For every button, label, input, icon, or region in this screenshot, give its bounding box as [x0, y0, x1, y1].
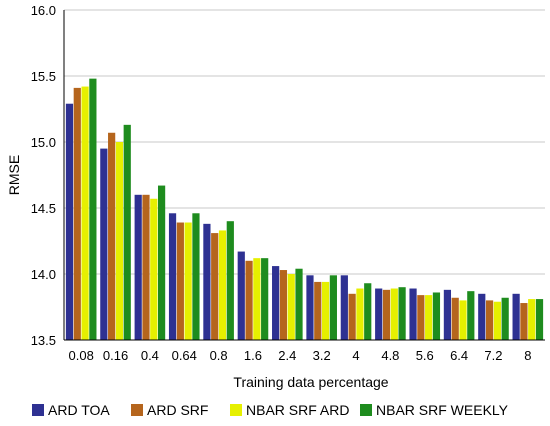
- bar: [425, 295, 433, 340]
- bar: [253, 258, 261, 340]
- bar: [295, 268, 303, 340]
- bar: [245, 260, 253, 340]
- bar: [329, 275, 337, 340]
- x-tick-label: 3.2: [313, 348, 331, 363]
- legend-label: ARD TOA: [48, 402, 110, 418]
- bar: [237, 251, 245, 340]
- bar: [73, 87, 81, 340]
- y-tick-label: 14.0: [31, 267, 56, 282]
- bar: [108, 132, 116, 340]
- x-tick-label: 0.16: [103, 348, 128, 363]
- axes: [63, 10, 545, 341]
- x-tick-label: 8: [524, 348, 531, 363]
- bar: [375, 288, 383, 340]
- bar: [382, 289, 391, 340]
- bar: [512, 293, 520, 340]
- x-tick-label: 4: [352, 348, 359, 363]
- y-axis-title: RMSE: [6, 155, 22, 195]
- legend-label: NBAR SRF WEEKLY: [376, 402, 509, 418]
- x-tick-label: 0.08: [69, 348, 94, 363]
- bar: [451, 297, 459, 340]
- bar: [485, 300, 494, 340]
- legend-label: NBAR SRF ARD: [246, 402, 349, 418]
- bar: [314, 281, 322, 340]
- bar: [306, 275, 314, 340]
- bar: [176, 222, 184, 340]
- legend-swatch: [230, 404, 242, 416]
- bars: [65, 78, 544, 340]
- x-tick-label: 7.2: [484, 348, 502, 363]
- bar: [134, 194, 142, 340]
- bar: [279, 270, 288, 340]
- legend-item: ARD TOA: [32, 402, 110, 418]
- y-tick-label: 14.5: [31, 201, 56, 216]
- legend: ARD TOA ARD SRF NBAR SRF ARD NBAR SRF WEEKL…: [32, 402, 509, 418]
- legend-item: ARD SRF: [131, 402, 208, 418]
- bar: [356, 288, 364, 340]
- legend-swatch: [360, 404, 372, 416]
- bar: [261, 258, 269, 340]
- bar: [192, 213, 200, 340]
- bar: [520, 303, 528, 340]
- bar: [157, 185, 166, 340]
- bar: [501, 297, 509, 340]
- bar: [459, 300, 467, 340]
- bar: [142, 194, 150, 340]
- y-tick-label: 15.5: [31, 69, 56, 84]
- bar: [321, 281, 330, 340]
- bar: [528, 299, 536, 340]
- legend-item: NBAR SRF ARD: [230, 402, 349, 418]
- bar: [150, 198, 158, 340]
- bar: [211, 233, 219, 340]
- bar: [65, 103, 74, 340]
- legend-swatch: [131, 404, 143, 416]
- x-tick-label: 0.64: [172, 348, 197, 363]
- bar: [100, 148, 108, 340]
- x-tick-label: 0.4: [141, 348, 159, 363]
- bar: [123, 124, 131, 340]
- bar: [226, 221, 234, 340]
- bar: [535, 299, 544, 340]
- x-tick-label: 5.6: [416, 348, 434, 363]
- bar: [89, 78, 97, 340]
- y-tick-label: 15.0: [31, 135, 56, 150]
- x-tick-label: 4.8: [381, 348, 399, 363]
- bar: [432, 292, 441, 340]
- bar: [417, 295, 425, 340]
- bar: [340, 275, 348, 340]
- x-tick-label: 2.4: [278, 348, 296, 363]
- y-tick-label: 13.5: [31, 333, 56, 348]
- bar: [272, 266, 280, 340]
- bar: [168, 213, 177, 340]
- bar: [348, 293, 356, 340]
- bar: [287, 274, 295, 340]
- x-tick-label: 0.8: [210, 348, 228, 363]
- bar: [478, 293, 486, 340]
- legend-label: ARD SRF: [147, 402, 208, 418]
- legend-item: NBAR SRF WEEKLY: [360, 402, 509, 418]
- bar: [409, 288, 417, 340]
- bar: [184, 222, 192, 340]
- bar: [467, 291, 475, 340]
- y-tick-labels: 13.5 14.0 14.5 15.0 15.5 16.0: [31, 3, 56, 348]
- bar: [81, 86, 89, 340]
- y-tick-label: 16.0: [31, 3, 56, 18]
- bar: [203, 223, 211, 340]
- x-axis-title: Training data percentage: [233, 374, 388, 390]
- bar: [364, 283, 372, 340]
- bar: [218, 230, 227, 340]
- bar: [390, 288, 398, 340]
- bar: [115, 142, 124, 340]
- bar: [443, 289, 452, 340]
- x-tick-labels: 0.08 0.16 0.4 0.64 0.8 1.6 2.4 3.2 4 4.8 5.6 6.4 7.2…: [69, 348, 532, 363]
- legend-swatch: [32, 404, 44, 416]
- x-tick-label: 1.6: [244, 348, 262, 363]
- bar: [493, 301, 501, 340]
- bar: [398, 287, 406, 340]
- x-tick-label: 6.4: [450, 348, 468, 363]
